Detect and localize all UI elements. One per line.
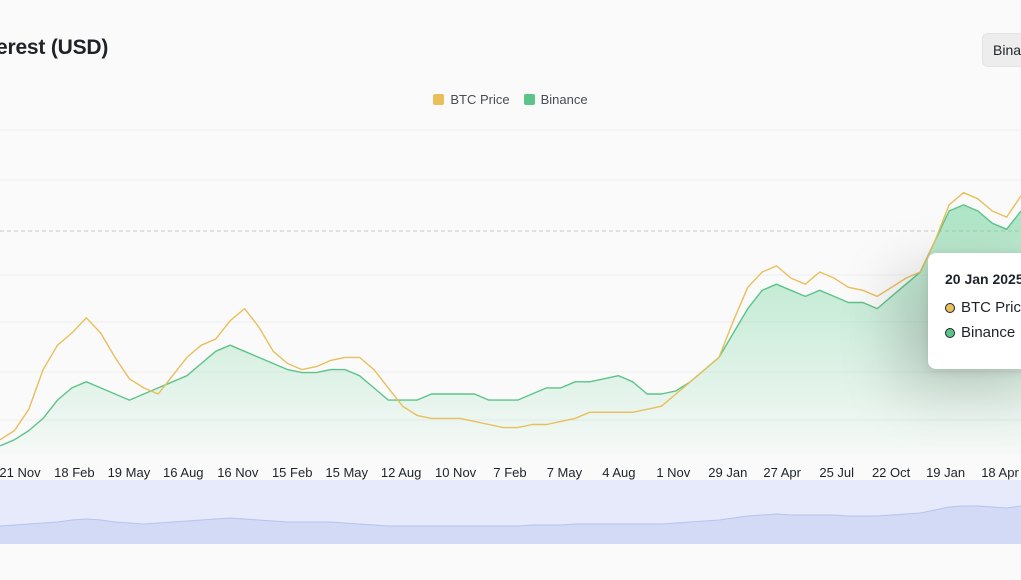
- x-tick-label: 22 Oct: [872, 465, 911, 480]
- x-tick-label: 4 Aug: [602, 465, 635, 480]
- page-title: erest (USD): [0, 36, 109, 59]
- x-tick-label: 25 Jul: [819, 465, 854, 480]
- legend-label-btc-price: BTC Price: [450, 92, 510, 107]
- x-tick-label: 21 Nov: [0, 465, 41, 480]
- x-tick-label: 19 May: [108, 465, 151, 480]
- x-tick-label: 15 Feb: [272, 465, 312, 480]
- tooltip-row-binance: Binance: [945, 324, 1021, 341]
- legend-label-binance: Binance: [540, 92, 588, 107]
- legend-item-binance[interactable]: Binance: [523, 92, 588, 107]
- x-tick-label: 19 Jan: [926, 465, 965, 480]
- x-tick-label: 16 Nov: [217, 465, 259, 480]
- x-tick-label: 12 Aug: [381, 465, 422, 480]
- x-tick-label: 10 Nov: [435, 465, 477, 480]
- x-tick-label: 15 May: [325, 465, 368, 480]
- series-area-binance: [0, 204, 1021, 455]
- x-tick-label: 7 May: [547, 465, 583, 480]
- tooltip-label-btc-price: BTC Price: [961, 299, 1021, 316]
- legend-swatch-btc-price: [433, 94, 445, 105]
- x-tick-label: 27 Apr: [763, 465, 801, 480]
- tooltip-dot-binance: [945, 327, 955, 338]
- legend-item-btc-price[interactable]: BTC Price: [433, 92, 510, 107]
- exchange-select[interactable]: Binance: [982, 33, 1021, 67]
- series-line-binance[interactable]: [0, 204, 1021, 447]
- x-tick-label: 18 Apr: [981, 465, 1019, 480]
- navigator-area: [0, 506, 1021, 544]
- legend-swatch-binance: [523, 94, 535, 105]
- tooltip-dot-btc-price: [945, 302, 955, 313]
- chart-tooltip: 20 Jan 2025 BTC Price Binance: [928, 253, 1021, 369]
- x-tick-label: 7 Feb: [493, 465, 526, 480]
- tooltip-date: 20 Jan 2025: [945, 271, 1021, 287]
- navigator-line: [0, 505, 1021, 527]
- x-axis: 21 Nov 18 Feb 19 May 16 Aug 16 Nov 15 Feb 15 M…: [0, 465, 1019, 480]
- x-tick-label: 1 Nov: [656, 465, 690, 480]
- tooltip-row-btc-price: BTC Price: [945, 299, 1021, 316]
- tooltip-label-binance: Binance: [961, 324, 1016, 341]
- x-tick-label: 29 Jan: [708, 465, 747, 480]
- x-tick-label: 16 Aug: [163, 465, 204, 480]
- x-tick-label: 18 Feb: [54, 465, 94, 480]
- chart-legend: BTC Price Binance: [0, 92, 1021, 107]
- series-line-btc-price[interactable]: [0, 192, 1021, 441]
